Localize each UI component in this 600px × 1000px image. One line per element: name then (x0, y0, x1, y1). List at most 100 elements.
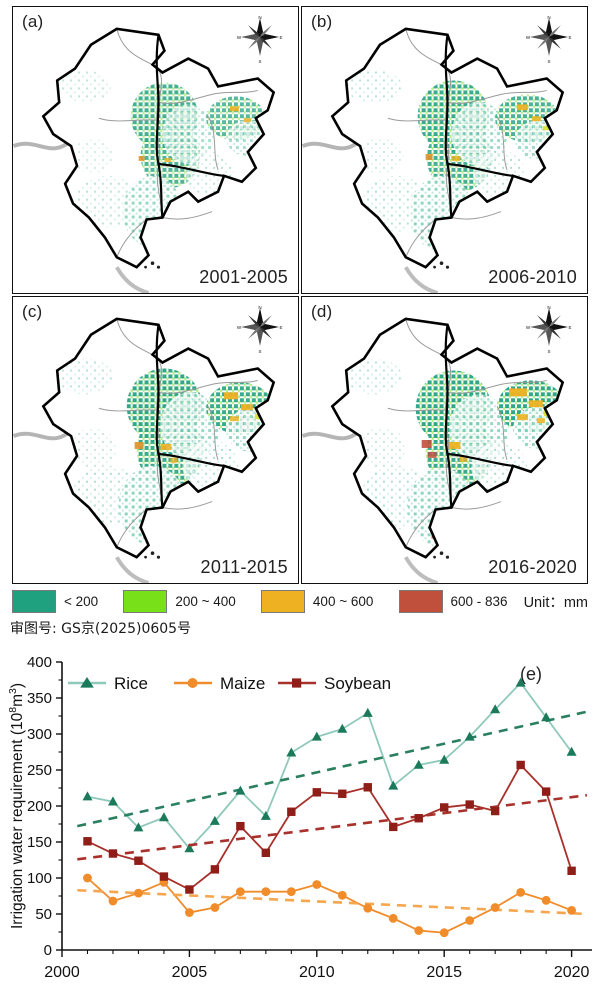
data-point (83, 873, 92, 883)
data-point (260, 810, 271, 820)
data-point (414, 814, 423, 823)
series-line (87, 681, 573, 850)
data-point (363, 783, 372, 792)
subregion-divide (155, 324, 164, 508)
map-panel-d[interactable]: N S E W (d) 2016-2020 (301, 296, 588, 584)
data-point (464, 731, 475, 741)
map-panel-a[interactable]: N S E W (a) 2001-2005 (12, 6, 299, 294)
y-tick-label: 200 (27, 798, 52, 815)
data-point (134, 856, 143, 865)
data-point (567, 905, 577, 915)
map-a-graphic (13, 27, 276, 293)
y-tick-label: 0 (44, 942, 52, 959)
region-outline (330, 27, 565, 269)
legend-label-2: 400 ~ 600 (312, 593, 374, 609)
chart-panel-tag: (e) (520, 664, 542, 684)
data-point (337, 890, 347, 900)
map-panel-grid: N S E W (a) 2001-2005 (12, 6, 588, 584)
compass-w-label: W (526, 35, 531, 40)
data-point (311, 731, 322, 741)
coast-line (404, 556, 439, 583)
data-point (337, 723, 348, 733)
legend-unit: Unit：mm (523, 594, 589, 611)
panel-tag-b: (b) (311, 12, 333, 31)
series-rice (77, 677, 588, 853)
data-point (363, 903, 373, 913)
map-legend: < 200 200 ~ 400 400 ~ 600 600 - 836 Unit… (12, 586, 588, 616)
panel-tag-a: (a) (22, 12, 44, 31)
data-point (134, 888, 143, 898)
data-point (108, 896, 118, 906)
data-point (210, 865, 220, 874)
data-point (286, 887, 296, 897)
data-point (210, 903, 220, 912)
x-tick-label: 2015 (426, 964, 462, 981)
map-panel-b[interactable]: N S E W (b) 2006-2010 (301, 6, 588, 294)
data-point (133, 822, 144, 832)
data-point (159, 872, 169, 881)
coast-line (115, 556, 150, 583)
compass-rose-icon: N S E W (237, 305, 283, 354)
region-outline (41, 317, 276, 559)
compass-s-label: S (258, 349, 261, 354)
compass-rose-icon: N S E W (526, 305, 572, 354)
data-point (440, 803, 449, 812)
panel-year-c: 2011-2015 (200, 557, 288, 577)
y-tick-label: 350 (27, 690, 52, 707)
subregion-divide (444, 34, 453, 218)
x-tick-label: 2005 (172, 964, 208, 981)
chart-legend: Rice Maize Soybean (68, 674, 391, 693)
series-trendline (77, 710, 588, 828)
series-trendline (77, 793, 588, 861)
data-point (567, 866, 576, 875)
legend-item-3: 600 - 836 (398, 589, 508, 613)
data-point (566, 746, 577, 756)
map-b-graphic (302, 27, 565, 293)
data-point (541, 712, 552, 722)
compass-e-label: E (568, 325, 571, 330)
panel-year-d: 2016-2020 (488, 557, 577, 577)
panel-year-a: 2001-2005 (199, 267, 288, 287)
data-point (413, 759, 424, 769)
map-c-graphic (13, 317, 276, 583)
compass-s-label: S (258, 59, 261, 64)
subregion-divide-2 (447, 162, 514, 177)
compass-n-label: N (547, 15, 550, 20)
data-point (490, 806, 500, 816)
series-trendline (77, 888, 587, 916)
data-point (465, 800, 474, 809)
data-point (541, 895, 551, 905)
panel-tag-c: (c) (22, 302, 43, 321)
data-point (261, 848, 271, 857)
chart-panel-e[interactable]: 0 50 100 150 200 250 300 350 400 2000 2005 2010 2015… (0, 650, 600, 1000)
legend-label-0: < 200 (64, 593, 99, 609)
data-point (287, 807, 296, 816)
compass-e-label: E (568, 35, 571, 40)
series-soybean (77, 760, 588, 894)
data-point (338, 789, 347, 798)
legend-label-1: 200 ~ 400 (175, 593, 236, 609)
data-point (541, 787, 551, 796)
compass-n-label: N (258, 305, 261, 310)
x-tick-label: 2020 (554, 964, 590, 981)
map-approval-note: 审图号: GS京(2025)0605号 (10, 621, 192, 637)
data-point (82, 791, 93, 801)
data-point (439, 928, 449, 938)
region-outline (41, 27, 276, 269)
y-tick-label: 400 (27, 654, 52, 671)
map-panel-c[interactable]: N S E W (c) 2011-2015 (12, 296, 299, 584)
y-axis-title: Irrigation water requirement (108m3) (7, 683, 26, 929)
compass-w-label: W (237, 35, 242, 40)
coast-line (115, 266, 150, 293)
data-point (107, 796, 118, 806)
region-outline (330, 317, 565, 559)
y-tick-label: 250 (27, 762, 52, 779)
data-point (286, 747, 297, 757)
data-point (516, 760, 525, 770)
data-point (209, 815, 220, 825)
compass-e-label: E (279, 35, 282, 40)
legend-marker-rice (80, 677, 94, 688)
irrigation-line-chart: 0 50 100 150 200 250 300 350 400 2000 2005 2010 2015… (0, 650, 600, 1000)
x-tick-label: 2010 (299, 964, 335, 981)
data-point (515, 677, 526, 687)
